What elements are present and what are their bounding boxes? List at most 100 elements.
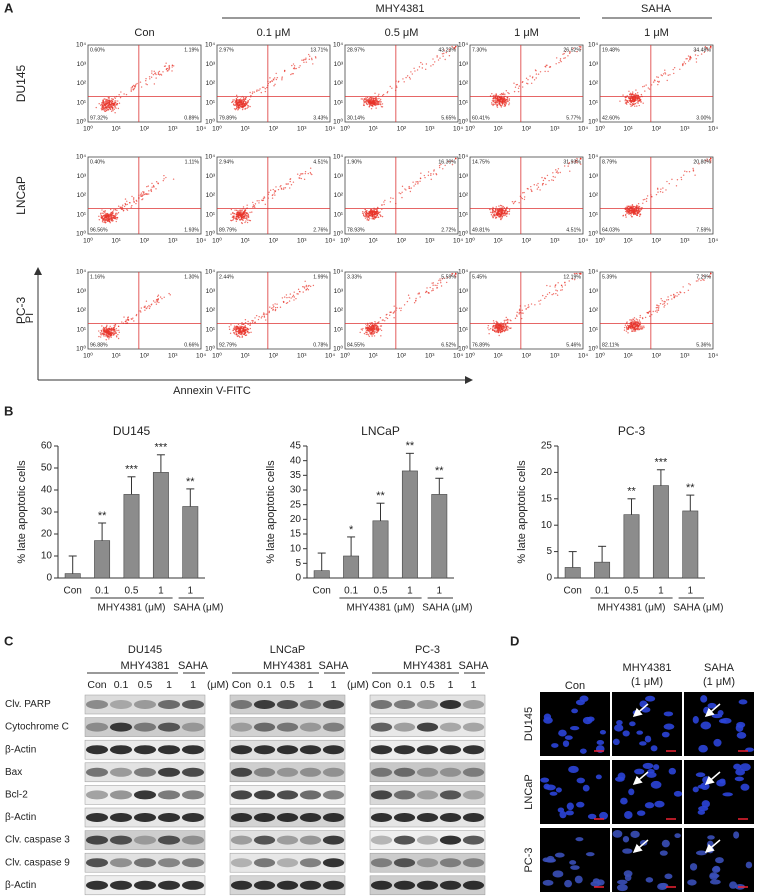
event-dot: [244, 102, 247, 104]
event-dot: [636, 321, 638, 323]
event-dot: [106, 324, 108, 327]
micrograph: [612, 692, 682, 756]
event-dot: [365, 326, 367, 328]
event-dot: [103, 217, 105, 219]
micrograph: [612, 760, 683, 824]
event-dot: [432, 282, 435, 284]
blot-strip: [84, 785, 206, 805]
event-dot: [281, 79, 283, 81]
band: [230, 722, 253, 732]
y-tick-label: 10¹: [459, 211, 469, 218]
event-dot: [505, 316, 507, 319]
event-dot: [491, 100, 494, 102]
event-dot: [242, 107, 244, 109]
bar: [652, 485, 669, 579]
event-dot: [636, 105, 638, 107]
nucleus: [718, 718, 727, 724]
blot-strip: [369, 875, 486, 896]
event-dot: [242, 329, 245, 331]
event-dot: [551, 179, 553, 181]
event-dot: [487, 324, 490, 327]
x-tick-label: 10⁴: [196, 353, 206, 360]
cell-line: LNCaP: [270, 644, 305, 656]
nucleus: [590, 881, 602, 887]
event-dot: [232, 215, 234, 217]
nucleus: [698, 805, 709, 812]
event-dot: [240, 104, 243, 107]
blot-strip: [369, 807, 486, 828]
event-dot: [643, 326, 645, 329]
event-dot: [263, 86, 265, 88]
event-dot: [276, 306, 279, 309]
event-dot: [409, 190, 412, 193]
event-dot: [647, 87, 650, 89]
event-dot: [107, 108, 110, 111]
event-dot: [243, 210, 246, 212]
y-tick-label: 10³: [459, 61, 469, 68]
x-tick-label: 10³: [680, 238, 690, 245]
blot-strip: [229, 852, 346, 873]
event-dot: [671, 178, 673, 181]
nucleus: [659, 850, 668, 856]
event-dot: [245, 213, 247, 215]
event-dot: [248, 219, 251, 222]
nucleus: [687, 879, 697, 886]
event-dot: [364, 213, 367, 215]
band: [299, 790, 322, 800]
event-dot: [108, 101, 110, 104]
event-dot: [418, 292, 420, 294]
event-dot: [370, 102, 373, 105]
event-dot: [237, 327, 239, 330]
event-dot: [541, 176, 543, 179]
event-dot: [99, 332, 102, 334]
x-tick-label: 10¹: [112, 238, 122, 245]
y-tick-label: 10²: [206, 80, 216, 87]
event-dot: [504, 324, 506, 327]
event-dot: [247, 329, 249, 331]
nucleus: [700, 721, 712, 730]
event-dot: [640, 327, 642, 329]
significance: **: [435, 465, 444, 477]
blot-strip: [229, 694, 346, 715]
micrograph: [684, 692, 754, 756]
x-tick-label: 10⁴: [578, 126, 588, 133]
x-tick-label: 10³: [550, 126, 560, 133]
event-dot: [518, 85, 521, 87]
event-dot: [126, 200, 128, 202]
x-tick-label: Con: [313, 586, 331, 597]
event-dot: [389, 311, 391, 313]
event-dot: [624, 98, 627, 101]
event-dot: [440, 163, 442, 166]
quadrant-percent: 3.00%: [696, 115, 711, 121]
event-dot: [363, 215, 365, 217]
event-dot: [666, 79, 668, 82]
event-dot: [383, 203, 385, 206]
event-dot: [631, 330, 633, 332]
event-dot: [367, 333, 369, 335]
y-tick-label: 10⁴: [458, 154, 468, 161]
event-dot: [440, 282, 442, 284]
band: [109, 813, 133, 822]
event-dot: [262, 199, 265, 201]
event-dot: [492, 212, 494, 214]
event-dot: [288, 296, 290, 299]
event-dot: [369, 104, 371, 107]
event-dot: [102, 103, 104, 105]
event-dot: [415, 181, 417, 183]
event-dot: [408, 297, 411, 299]
event-dot: [380, 215, 382, 218]
band: [109, 835, 133, 845]
event-dot: [146, 83, 148, 86]
event-dot: [144, 193, 147, 195]
event-dot: [238, 210, 240, 212]
x-tick-label: 10¹: [494, 238, 504, 245]
event-dot: [504, 212, 507, 215]
event-dot: [101, 331, 103, 333]
event-dot: [302, 286, 304, 288]
event-dot: [500, 212, 502, 215]
event-dot: [246, 103, 248, 105]
event-dot: [251, 321, 254, 324]
event-dot: [707, 49, 709, 52]
event-dot: [261, 315, 263, 318]
